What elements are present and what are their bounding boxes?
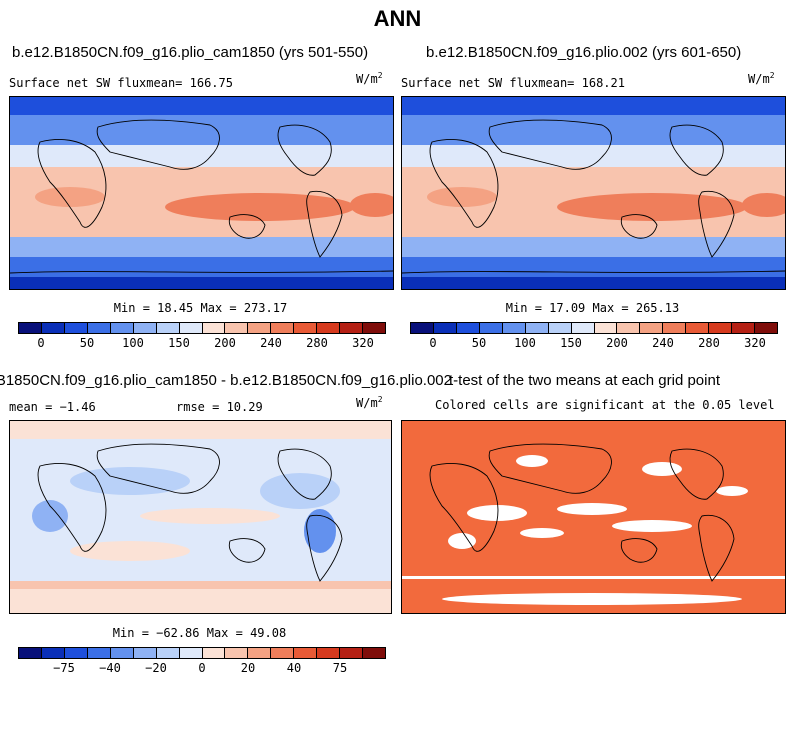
colorbar-tick-label: 40 <box>286 661 302 675</box>
map-panel-4 <box>401 420 786 614</box>
colorbar-cell <box>571 323 595 333</box>
colorbar-cell <box>133 323 157 333</box>
map-panel-2 <box>401 96 786 290</box>
colorbar-tick-label: 200 <box>606 336 628 350</box>
colorbar-cell <box>110 648 134 658</box>
colorbar-cell <box>709 323 733 333</box>
colorbar-cell <box>179 648 203 658</box>
panel-3-minmax: Min = −62.86 Max = 49.08 <box>112 626 287 640</box>
colorbar-cell <box>363 648 385 658</box>
colorbar-tick-label: 75 <box>332 661 348 675</box>
colorbar-tick-label: −75 <box>53 661 75 675</box>
colorbar-cell <box>340 648 364 658</box>
colorbar-cell <box>19 323 42 333</box>
panel-3-title: b.e12.B1850CN.f09_g16.plio_cam1850 - b.e… <box>0 372 452 389</box>
colorbar-tick-label: 320 <box>352 336 374 350</box>
colorbar-cell <box>617 323 641 333</box>
colorbar-tick-label: 50 <box>471 336 487 350</box>
colorbar-cell <box>64 648 88 658</box>
panel-4-subtitle: Colored cells are significant at the 0.0… <box>435 398 775 412</box>
panel-3-units: W/m2 <box>356 395 383 410</box>
figure-title: ANN <box>373 6 422 31</box>
colorbar-cell <box>156 323 180 333</box>
panel-2-subtitle: Surface net SW fluxmean= 168.21 <box>401 76 625 90</box>
colorbar-tick-label: 240 <box>652 336 674 350</box>
panel-4-title: t-test of the two means at each grid poi… <box>449 372 720 389</box>
panel-2-units: W/m2 <box>748 71 775 86</box>
colorbar-cell <box>663 323 687 333</box>
panel-2-title: b.e12.B1850CN.f09_g16.plio.002 (yrs 601-… <box>426 44 742 61</box>
colorbar-panel-3: −75 −40 −20 0 20 40 75 <box>18 647 386 679</box>
colorbar-tick-label: 150 <box>168 336 190 350</box>
panel-3-mean: mean = −1.46 <box>9 400 96 414</box>
significance-fill <box>402 421 785 613</box>
colorbar-cell <box>502 323 526 333</box>
colorbar-tick-label: 280 <box>306 336 328 350</box>
colorbar-cell <box>248 323 272 333</box>
panel-1-title: b.e12.B1850CN.f09_g16.plio_cam1850 (yrs … <box>12 44 369 61</box>
panel-3-rmse: rmse = 10.29 <box>176 400 263 414</box>
colorbar-tick-label: −40 <box>99 661 121 675</box>
panel-3-title-clip: b.e12.B1850CN.f09_g16.plio_cam1850 - b.e… <box>0 372 452 392</box>
colorbar-cell <box>456 323 480 333</box>
colorbar-cell <box>19 648 42 658</box>
colorbar-cell <box>732 323 756 333</box>
colorbar-tick-label: 50 <box>79 336 95 350</box>
colorbar-cell <box>640 323 664 333</box>
colorbar-cell <box>525 323 549 333</box>
colorbar-cell <box>271 323 295 333</box>
colorbar-cell <box>133 648 157 658</box>
colorbar-cell <box>594 323 618 333</box>
panel-1-subtitle: Surface net SW fluxmean= 166.75 <box>9 76 233 90</box>
map-panel-1 <box>9 96 394 290</box>
colorbar-tick-label: 0 <box>429 336 437 350</box>
panel-1-minmax: Min = 18.45 Max = 273.17 <box>113 301 288 315</box>
colorbar-cell <box>317 323 341 333</box>
colorbar-cell <box>294 323 318 333</box>
colorbar-cell <box>548 323 572 333</box>
colorbar-tick-label: 280 <box>698 336 720 350</box>
colorbar-cell <box>248 648 272 658</box>
panel-2-minmax: Min = 17.09 Max = 265.13 <box>505 301 680 315</box>
colorbar-cell <box>110 323 134 333</box>
colorbar-cell <box>41 648 65 658</box>
colorbar-panel-2: 0 50 100 150 200 240 280 320 <box>410 322 778 354</box>
colorbar-cell <box>271 648 295 658</box>
colorbar-tick-label: −20 <box>145 661 167 675</box>
colorbar-cell <box>755 323 777 333</box>
colorbar-cell <box>156 648 180 658</box>
colorbar-cell <box>317 648 341 658</box>
colorbar-tick-label: 150 <box>560 336 582 350</box>
colorbar-cell <box>686 323 710 333</box>
colorbar-cell <box>202 648 226 658</box>
colorbar-tick-label: 240 <box>260 336 282 350</box>
colorbar-cell <box>202 323 226 333</box>
colorbar-3-bar <box>18 647 386 659</box>
colorbar-tick-label: 100 <box>122 336 144 350</box>
colorbar-tick-label: 0 <box>198 661 206 675</box>
colorbar-tick-label: 320 <box>744 336 766 350</box>
colorbar-cell <box>411 323 434 333</box>
colorbar-cell <box>340 323 364 333</box>
colorbar-cell <box>479 323 503 333</box>
colorbar-cell <box>363 323 385 333</box>
colorbar-cell <box>294 648 318 658</box>
colorbar-cell <box>179 323 203 333</box>
colorbar-tick-label: 200 <box>214 336 236 350</box>
colorbar-cell <box>64 323 88 333</box>
colorbar-cell <box>433 323 457 333</box>
colorbar-tick-label: 100 <box>514 336 536 350</box>
colorbar-cell <box>225 648 249 658</box>
colorbar-2-bar <box>410 322 778 334</box>
colorbar-cell <box>225 323 249 333</box>
colorbar-1-bar <box>18 322 386 334</box>
colorbar-cell <box>41 323 65 333</box>
colorbar-tick-label: 0 <box>37 336 45 350</box>
colorbar-cell <box>87 648 111 658</box>
map-panel-3 <box>9 420 392 614</box>
colorbar-tick-label: 20 <box>240 661 256 675</box>
colorbar-cell <box>87 323 111 333</box>
panel-1-units: W/m2 <box>356 71 383 86</box>
colorbar-panel-1: 0 50 100 150 200 240 280 320 <box>18 322 386 354</box>
